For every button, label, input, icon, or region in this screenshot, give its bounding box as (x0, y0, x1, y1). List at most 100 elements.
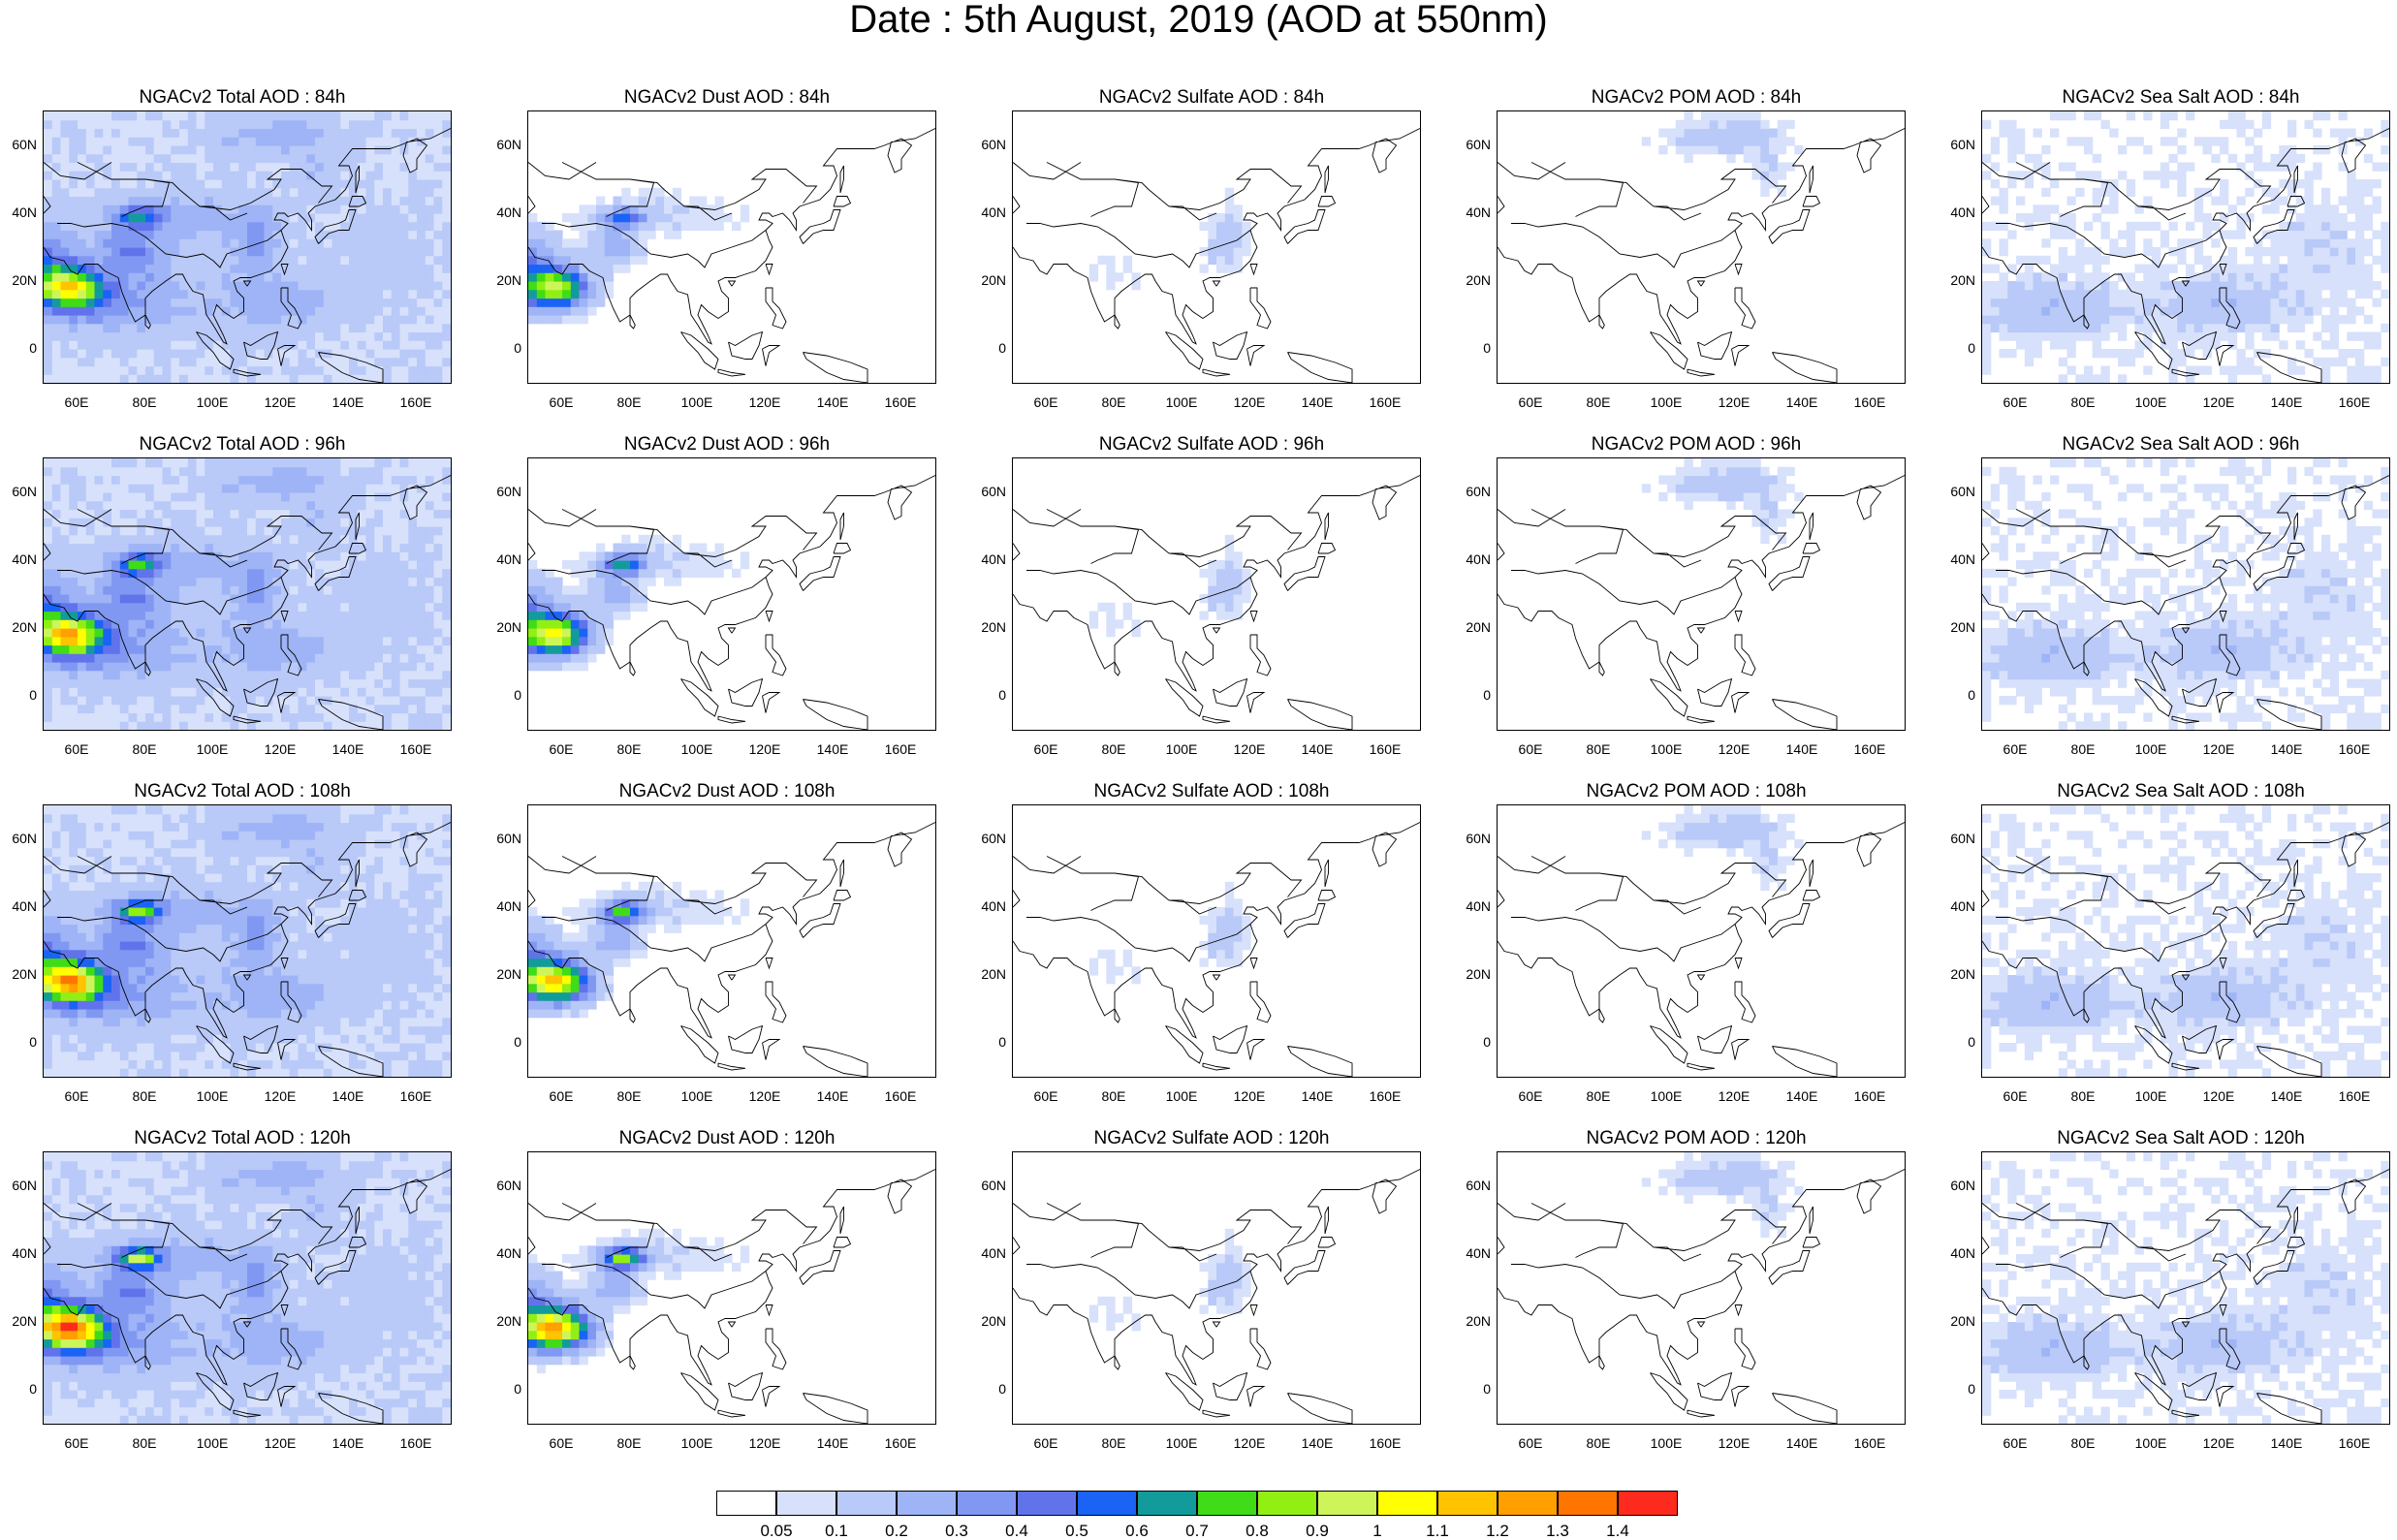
aod-cell (2194, 315, 2203, 324)
aod-cell (95, 290, 104, 299)
aod-cell (213, 467, 222, 476)
aod-cell (205, 265, 213, 273)
aod-cell (120, 467, 129, 476)
aod-cell (417, 358, 426, 366)
aod-cell (2220, 272, 2228, 281)
aod-cell (2305, 349, 2314, 358)
aod-cell (426, 560, 434, 569)
aod-cell (163, 366, 172, 375)
lat-tick-label: 60N (1939, 138, 1975, 151)
aod-cell (528, 213, 537, 222)
aod-cell (120, 171, 129, 179)
aod-cell (163, 340, 172, 349)
aod-cell (197, 324, 205, 332)
lon-tick-label: 140E (319, 395, 377, 409)
aod-cell (231, 578, 239, 586)
aod-cell (630, 256, 639, 265)
aod-cell (383, 137, 392, 145)
aod-cell (272, 231, 281, 239)
aod-cell (171, 544, 179, 552)
aod-cell (247, 179, 256, 188)
aod-cell (188, 560, 197, 569)
aod-cell (52, 111, 61, 120)
aod-cell (272, 628, 281, 637)
aod-cell (256, 349, 265, 358)
aod-cell (306, 705, 315, 713)
aod-cell (213, 510, 222, 519)
lat-tick-label: 0 (969, 688, 1006, 702)
aod-cell (78, 272, 86, 281)
aod-cell (154, 612, 163, 620)
lat-tick-label: 0 (0, 341, 37, 355)
aod-cell (247, 612, 256, 620)
aod-cell (299, 484, 307, 492)
aod-cell (2237, 197, 2246, 205)
aod-cell (562, 306, 571, 315)
aod-cell (171, 238, 179, 247)
aod-cell (179, 299, 188, 307)
aod-cell (442, 467, 451, 476)
aod-cell (188, 535, 197, 544)
aod-cell (340, 306, 349, 315)
aod-cell (2007, 120, 2016, 129)
aod-cell (265, 713, 273, 722)
aod-cell (417, 111, 426, 120)
aod-cell (442, 340, 451, 349)
aod-cell (2160, 120, 2169, 129)
aod-cell (78, 366, 86, 375)
aod-cell (78, 315, 86, 324)
aod-cell (2271, 290, 2280, 299)
aod-cell (137, 612, 145, 620)
aod-cell (383, 306, 392, 315)
aod-cell (442, 603, 451, 612)
aod-cell (179, 510, 188, 519)
aod-cell (2296, 315, 2305, 324)
aod-cell (306, 518, 315, 526)
lon-tick-label: 160E (387, 395, 445, 409)
aod-cell (537, 612, 546, 620)
aod-cell (281, 713, 290, 722)
aod-cell (163, 299, 172, 307)
aod-cell (340, 272, 349, 281)
lon-tick-label: 140E (804, 395, 862, 409)
aod-cell (2067, 671, 2076, 679)
aod-cell (315, 603, 324, 612)
aod-cell (689, 569, 698, 578)
aod-cell (358, 265, 366, 273)
aod-cell (605, 612, 614, 620)
aod-cell (2067, 679, 2076, 688)
aod-cell (2016, 492, 2025, 501)
aod-cell (2237, 231, 2246, 239)
aod-cell (358, 256, 366, 265)
aod-cell (2203, 315, 2212, 324)
aod-cell (571, 315, 580, 324)
aod-cell (265, 687, 273, 696)
aod-cell (103, 476, 111, 485)
aod-cell (188, 476, 197, 485)
lon-tick-label: 80E (2054, 395, 2112, 409)
aod-cell (442, 171, 451, 179)
lat-tick-label: 20N (485, 620, 521, 634)
aod-cell (2321, 231, 2330, 239)
aod-cell (2355, 197, 2364, 205)
aod-cell (2364, 340, 2373, 349)
aod-cell (272, 290, 281, 299)
aod-cell (2152, 281, 2160, 290)
aod-cell (2321, 299, 2330, 307)
aod-cell (103, 484, 111, 492)
aod-cell (2093, 197, 2101, 205)
aod-cell (145, 265, 154, 273)
aod-cell (69, 111, 78, 120)
aod-cell (340, 281, 349, 290)
aod-cell (426, 290, 434, 299)
aod-cell (426, 306, 434, 315)
aod-cell (2007, 484, 2016, 492)
aod-cell (247, 265, 256, 273)
aod-cell (2347, 374, 2355, 383)
aod-cell (265, 484, 273, 492)
aod-cell (383, 526, 392, 535)
aod-cell (383, 721, 392, 730)
aod-cell (52, 560, 61, 569)
aod-cell (571, 265, 580, 273)
